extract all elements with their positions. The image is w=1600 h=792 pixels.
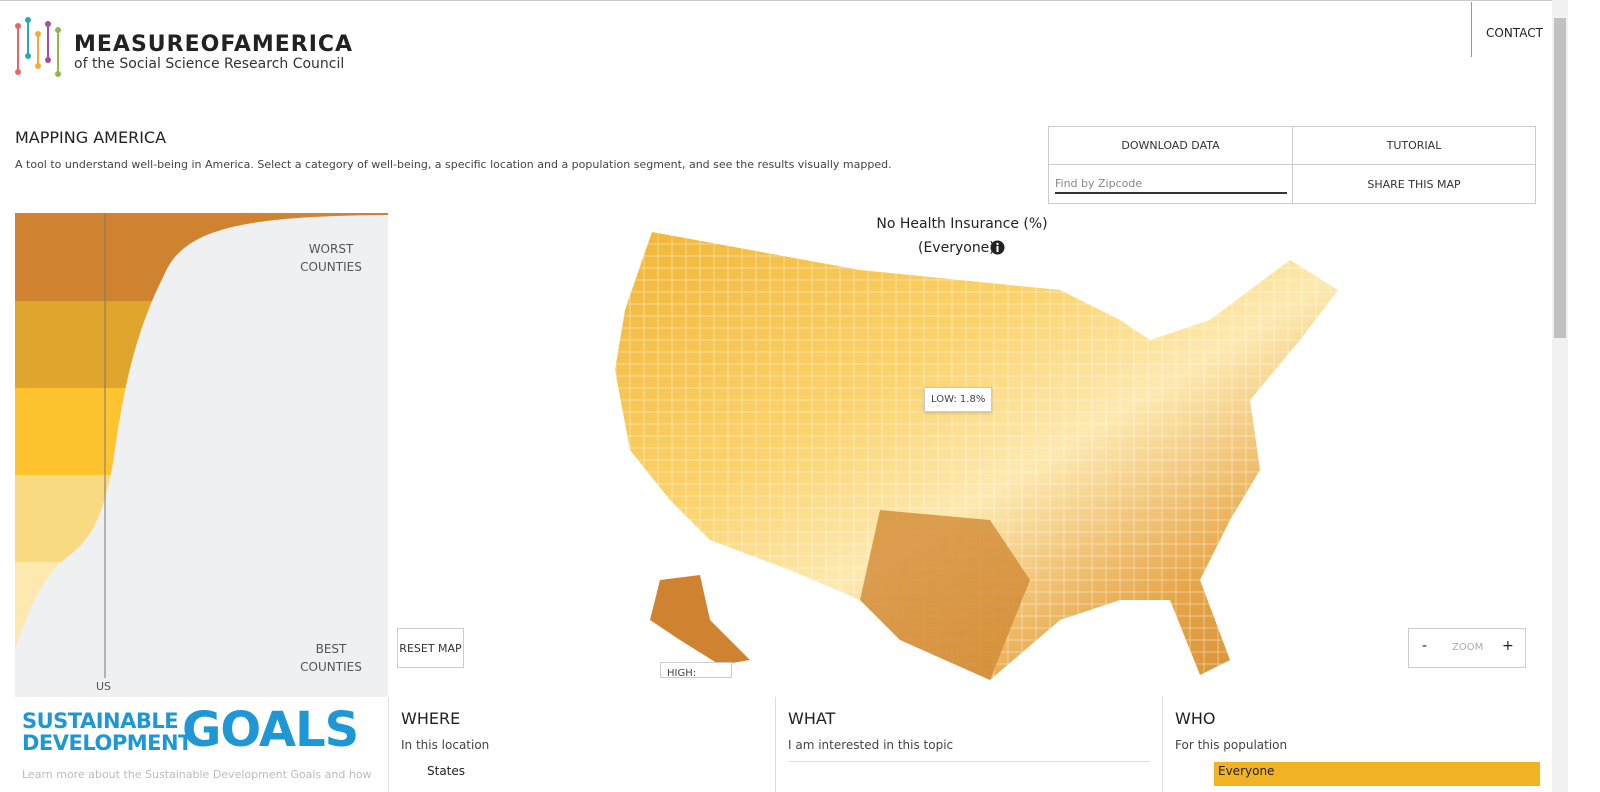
panel-title: WHO xyxy=(1175,709,1216,728)
distribution-chart xyxy=(15,213,388,697)
logo-icon xyxy=(15,17,61,77)
panel-subtitle: In this location xyxy=(401,738,490,752)
divider xyxy=(788,761,1150,762)
zoom-control xyxy=(1408,628,1526,668)
sdg-goals: GOALS xyxy=(182,702,359,758)
map-title: No Health Insurance (%) xyxy=(876,216,1048,232)
logo-title: MEASUREOFAMERICA xyxy=(74,32,354,57)
sdg-note: Learn more about the Sustainable Develop… xyxy=(22,768,372,781)
tutorial-button[interactable]: TUTORIAL xyxy=(1292,126,1536,165)
sdg-line: SUSTAINABLE xyxy=(22,709,179,733)
logo-subtitle: of the Social Science Research Council xyxy=(74,56,345,72)
best-label: BEST COUNTIES xyxy=(300,642,362,674)
intro-description: A tool to understand well-being in Ameri… xyxy=(15,158,892,171)
location-option[interactable]: States xyxy=(427,764,466,778)
population-option[interactable]: Everyone xyxy=(1214,762,1540,786)
zoom-in[interactable]: + xyxy=(1502,638,1514,654)
contact-link[interactable]: CONTACT xyxy=(1486,26,1543,40)
panel-subtitle: For this population xyxy=(1175,738,1288,752)
download-button[interactable]: DOWNLOAD DATA xyxy=(1048,126,1293,165)
sdg-text: SUSTAINABLE DEVELOPMENT xyxy=(22,710,192,754)
scrollbar[interactable] xyxy=(1552,0,1568,792)
panel-subtitle: I am interested in this topic xyxy=(788,738,954,752)
us-label: US xyxy=(96,680,112,693)
panel-title: WHERE xyxy=(401,709,461,728)
top-border xyxy=(0,0,1568,1)
divider xyxy=(1471,2,1472,57)
panel-title: WHAT xyxy=(788,709,836,728)
worst-label: WORST COUNTIES xyxy=(300,242,362,274)
scroll-thumb[interactable] xyxy=(1554,18,1566,338)
zoom-out[interactable]: - xyxy=(1422,638,1428,654)
share-button[interactable]: SHARE THIS MAP xyxy=(1292,164,1536,204)
info-icon[interactable] xyxy=(990,240,1005,255)
high-tooltip: HIGH: 56.3% xyxy=(660,662,732,678)
zipcode-input[interactable]: Find by Zipcode xyxy=(1055,177,1287,194)
sdg-line: DEVELOPMENT xyxy=(22,731,192,755)
who-panel: WHO For this population Everyone xyxy=(1162,697,1552,792)
zoom-label: ZOOM xyxy=(1452,642,1484,653)
what-panel: WHAT I am interested in this topic xyxy=(775,697,1162,792)
reset-button[interactable]: RESET MAP xyxy=(397,628,464,668)
low-tooltip: LOW: 1.8% xyxy=(924,387,993,412)
map-subtitle: (Everyone) xyxy=(918,240,995,256)
us-map[interactable] xyxy=(560,220,1360,680)
where-panel: WHERE In this location States xyxy=(388,697,775,792)
intro-title: MAPPING AMERICA xyxy=(15,128,167,147)
